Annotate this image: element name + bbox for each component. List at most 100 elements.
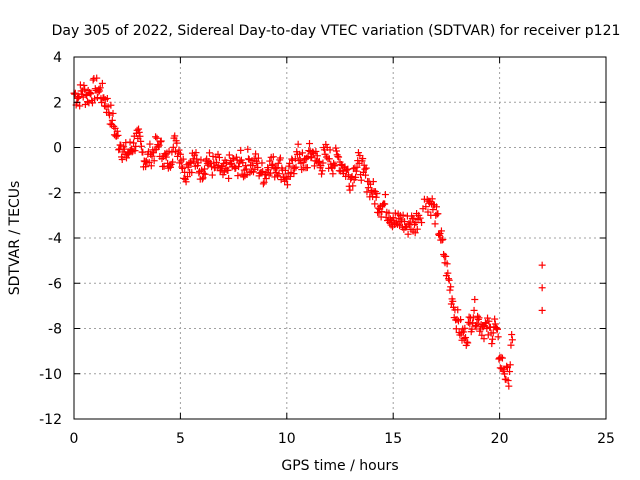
data-point <box>494 333 502 341</box>
data-point <box>290 170 298 178</box>
data-point <box>462 334 470 342</box>
data-point <box>506 368 514 376</box>
data-point <box>266 169 274 177</box>
data-point <box>359 155 367 163</box>
data-point <box>405 220 413 228</box>
data-point <box>298 149 306 157</box>
data-point <box>89 76 97 84</box>
data-point <box>83 98 91 106</box>
data-point <box>445 276 453 284</box>
data-point <box>342 166 350 174</box>
data-point <box>107 101 115 109</box>
y-tick-label: 2 <box>53 95 62 111</box>
data-point <box>242 162 250 170</box>
data-point <box>76 102 84 110</box>
data-point <box>176 150 184 158</box>
data-point <box>444 269 452 277</box>
data-point <box>473 319 481 327</box>
data-point <box>152 133 160 141</box>
data-point <box>87 89 95 97</box>
data-point <box>492 324 500 332</box>
data-point <box>231 165 239 173</box>
data-point <box>312 147 320 155</box>
data-point <box>179 164 187 172</box>
data-point <box>93 74 101 82</box>
data-point <box>259 180 267 188</box>
data-point <box>474 312 482 320</box>
data-point <box>457 316 465 324</box>
y-axis-title: SDTVAR / TECUs <box>7 181 23 296</box>
data-point <box>274 159 282 167</box>
data-point <box>157 138 165 146</box>
data-point <box>147 162 155 170</box>
x-tick-label: 10 <box>278 431 296 447</box>
data-point <box>215 154 223 162</box>
y-tick-label: 4 <box>53 50 62 66</box>
data-point <box>142 163 150 171</box>
data-point <box>175 146 183 154</box>
data-point <box>505 382 513 390</box>
data-point <box>153 134 161 142</box>
data-point <box>303 164 311 172</box>
data-point <box>198 175 206 183</box>
data-point <box>162 153 170 161</box>
data-point <box>260 178 268 186</box>
data-point <box>362 171 370 179</box>
data-point <box>504 377 512 385</box>
data-point <box>225 151 233 159</box>
data-point <box>135 128 143 136</box>
data-point <box>362 164 370 172</box>
data-point <box>411 229 419 237</box>
data-point <box>416 214 424 222</box>
data-point <box>506 361 514 369</box>
data-point <box>488 340 496 348</box>
data-point <box>137 142 145 150</box>
data-point <box>461 324 469 332</box>
data-point <box>305 147 313 155</box>
data-point <box>460 335 468 343</box>
data-point <box>166 163 174 171</box>
data-point <box>223 159 231 167</box>
data-point <box>113 127 121 135</box>
data-point <box>86 88 94 96</box>
y-tick-label: -2 <box>48 186 62 202</box>
data-point <box>82 91 90 99</box>
data-point <box>271 165 279 173</box>
data-point <box>154 143 162 151</box>
y-tick-label: -6 <box>48 276 62 292</box>
data-point <box>329 170 337 178</box>
data-point <box>98 79 106 87</box>
x-tick-label: 0 <box>70 431 79 447</box>
data-point <box>118 156 126 164</box>
data-point <box>443 260 451 268</box>
data-point <box>235 163 243 171</box>
data-point <box>150 157 158 165</box>
data-point <box>292 163 300 171</box>
data-point <box>254 154 262 162</box>
data-point <box>86 90 94 98</box>
data-point <box>282 174 290 182</box>
x-axis-title: GPS time / hours <box>281 458 398 474</box>
data-point <box>249 162 257 170</box>
data-point <box>493 325 501 333</box>
data-point <box>322 140 330 148</box>
data-point <box>474 315 482 323</box>
data-point <box>199 174 207 182</box>
data-point <box>503 362 511 370</box>
data-point <box>169 158 177 166</box>
data-point <box>168 148 176 156</box>
data-point <box>508 336 516 344</box>
data-point <box>294 140 302 148</box>
data-point <box>325 155 333 163</box>
data-point <box>115 146 123 154</box>
data-point <box>330 162 338 170</box>
data-point <box>471 295 479 303</box>
data-point <box>120 145 128 153</box>
data-point <box>88 99 96 107</box>
data-point <box>137 137 145 145</box>
data-point <box>95 85 103 93</box>
data-point <box>155 141 163 149</box>
data-point <box>332 147 340 155</box>
data-point <box>369 178 377 186</box>
